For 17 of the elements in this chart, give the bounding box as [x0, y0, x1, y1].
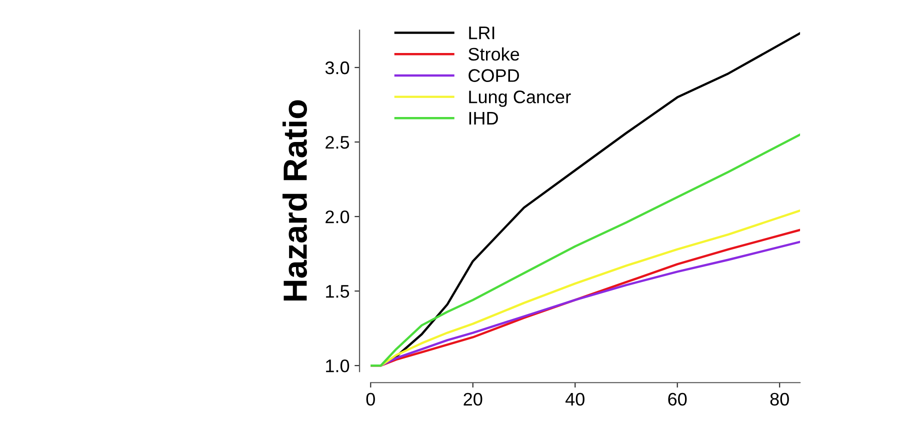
x-tick-label: 60 — [668, 392, 687, 406]
y-tick-label: 1.0 — [326, 359, 350, 372]
legend-label: COPD — [468, 69, 520, 82]
y-tick-label: 2.5 — [326, 136, 350, 149]
x-tick-label: 0 — [366, 392, 375, 406]
legend-label: LRI — [469, 26, 494, 40]
y-tick-label: 3.0 — [325, 61, 350, 74]
legend-label: IHD — [469, 112, 498, 124]
line-series — [370, 133, 800, 367]
x-tick-label: 20 — [464, 392, 482, 406]
y-tick-label: 2.0 — [326, 210, 350, 224]
x-tick-label: 40 — [565, 392, 584, 406]
legend-label: Stroke — [468, 47, 520, 61]
y-tick-label: 1.5 — [326, 285, 350, 298]
legend-label: Lung Cancer — [469, 90, 571, 107]
x-tick-label: 80 — [770, 392, 789, 406]
y-axis-title: Hazard Ratio — [282, 100, 308, 301]
